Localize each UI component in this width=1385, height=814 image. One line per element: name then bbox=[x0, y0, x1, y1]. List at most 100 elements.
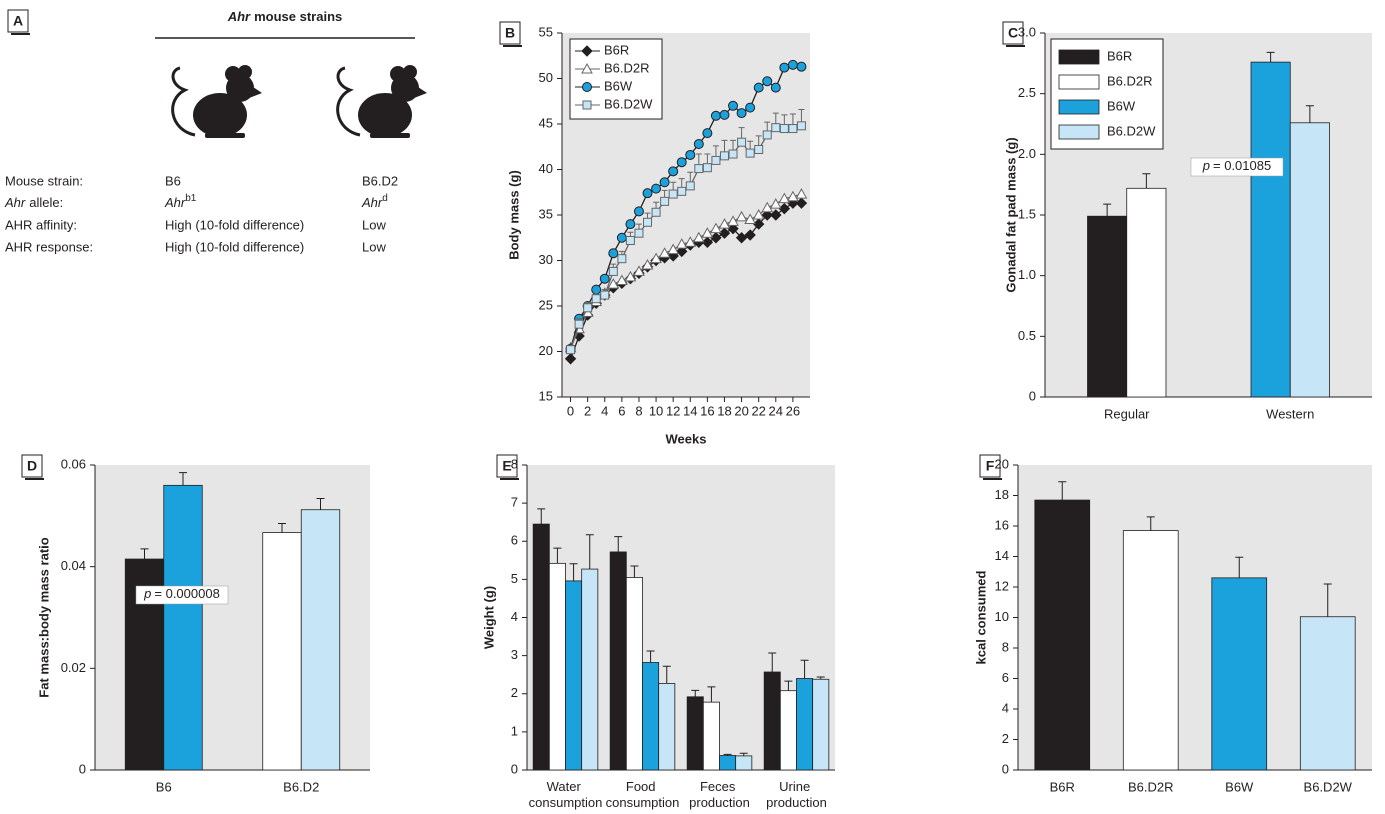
marker bbox=[591, 294, 601, 304]
marker bbox=[625, 219, 636, 230]
error-bar bbox=[179, 472, 187, 486]
gene: Ahr bbox=[164, 195, 186, 210]
marker bbox=[564, 353, 577, 365]
y-tick-label: 6 bbox=[1002, 670, 1009, 685]
legend-swatch bbox=[1058, 99, 1100, 115]
marker bbox=[719, 151, 729, 161]
y-tick-label: 0.5 bbox=[1018, 328, 1036, 343]
marker bbox=[668, 189, 678, 199]
marker bbox=[677, 186, 687, 196]
legend-label: B6W bbox=[604, 78, 633, 93]
y-tick-label: 8 bbox=[1002, 639, 1009, 654]
legend-label: B6.D2W bbox=[1107, 123, 1156, 138]
allele-sup: d bbox=[382, 193, 388, 204]
marker bbox=[676, 157, 687, 168]
legend-swatch bbox=[1058, 124, 1100, 140]
y-tick-label: 18 bbox=[995, 487, 1009, 502]
marker bbox=[591, 284, 602, 295]
marker bbox=[778, 192, 791, 204]
marker bbox=[752, 208, 765, 220]
bar bbox=[532, 523, 550, 771]
bar bbox=[300, 509, 341, 771]
x-tick-label: 12 bbox=[666, 403, 680, 418]
marker bbox=[676, 245, 688, 258]
marker bbox=[667, 243, 680, 255]
y-tick-label: 55 bbox=[539, 24, 553, 39]
y-tick-label: 12 bbox=[995, 578, 1009, 593]
marker bbox=[779, 62, 790, 73]
x-tick-label: Urine production bbox=[766, 779, 827, 810]
marker bbox=[735, 210, 748, 222]
marker bbox=[616, 232, 627, 243]
marker bbox=[796, 61, 807, 72]
marker bbox=[634, 228, 644, 238]
error-bar bbox=[140, 548, 149, 560]
label-line: Urine bbox=[779, 779, 814, 794]
bar bbox=[658, 683, 676, 771]
error-bar bbox=[316, 498, 325, 510]
marker bbox=[710, 222, 722, 234]
y-tick-label: 10 bbox=[995, 609, 1009, 624]
error-bar bbox=[585, 534, 594, 570]
y-tick-label: 7 bbox=[511, 495, 518, 510]
cell: Ahrd bbox=[361, 193, 388, 211]
label-line: Water bbox=[547, 779, 585, 794]
error-bar bbox=[739, 752, 748, 756]
marker bbox=[660, 196, 670, 206]
chart-panel: C 0 0.5 1.0 1.5 2.0 2.5 3.0 Gonadal fat pad mass… bbox=[1002, 21, 1372, 421]
marker bbox=[651, 183, 662, 194]
gene: Ahr bbox=[227, 9, 251, 24]
error-bar bbox=[614, 536, 623, 552]
panel-a: A Ahr mouse strains Mouse strain: B6 B6.D… bbox=[4, 9, 427, 254]
row-label: AHR affinity: bbox=[5, 217, 77, 232]
cell: Low bbox=[362, 217, 386, 232]
x-tick-label: B6.D2W bbox=[1304, 779, 1353, 794]
panel-label-shadow bbox=[983, 478, 1002, 480]
marker bbox=[745, 102, 756, 113]
panel-label-shadow bbox=[11, 33, 30, 35]
x-axis-label: Weeks bbox=[666, 431, 707, 446]
legend-label: B6.D2W bbox=[604, 96, 653, 111]
panel-label-box bbox=[499, 21, 521, 45]
marker bbox=[728, 100, 739, 111]
bar bbox=[1299, 616, 1356, 771]
y-tick-label: 14 bbox=[995, 548, 1009, 563]
bar bbox=[625, 577, 643, 771]
error-bar bbox=[630, 565, 639, 578]
bar bbox=[719, 755, 737, 771]
label-line: production bbox=[766, 795, 827, 810]
error-bar bbox=[723, 753, 732, 756]
legend-marker bbox=[582, 100, 592, 110]
legend-label: B6.D2R bbox=[604, 60, 650, 75]
bar bbox=[686, 696, 704, 771]
bar bbox=[163, 484, 203, 771]
marker bbox=[702, 163, 712, 173]
marker bbox=[795, 188, 808, 199]
legend-marker bbox=[581, 45, 593, 57]
bar bbox=[702, 701, 720, 771]
panel-label-shadow bbox=[500, 478, 519, 480]
bar bbox=[763, 671, 781, 771]
error-bar bbox=[707, 686, 716, 703]
legend-label: B6R bbox=[1107, 48, 1132, 63]
marker bbox=[735, 232, 748, 244]
label-line: Food bbox=[626, 779, 659, 794]
marker bbox=[711, 155, 721, 165]
panel-title: Ahr mouse strains bbox=[227, 9, 343, 24]
marker bbox=[761, 201, 774, 213]
label-line: consumption bbox=[529, 795, 603, 810]
y-tick-label: 0.02 bbox=[61, 660, 86, 675]
marker bbox=[633, 206, 644, 217]
marker bbox=[736, 108, 747, 119]
marker bbox=[787, 59, 798, 70]
marker bbox=[753, 82, 764, 93]
legend-label: B6R bbox=[604, 42, 629, 57]
y-tick-label: 35 bbox=[539, 206, 553, 221]
annotation-text: = 0.01085 bbox=[1213, 158, 1271, 173]
bar bbox=[1126, 187, 1167, 398]
panel-label-box bbox=[1002, 21, 1024, 45]
annotation-symbol: p bbox=[1202, 158, 1210, 173]
marker bbox=[779, 124, 789, 134]
y-tick-label: 1 bbox=[511, 723, 518, 738]
y-tick-label: 4 bbox=[1002, 700, 1009, 715]
